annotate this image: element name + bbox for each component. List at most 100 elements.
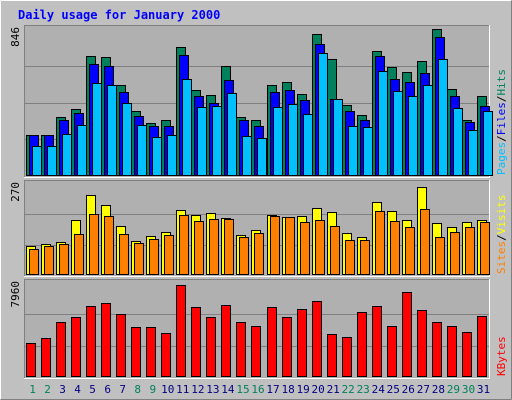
x-tick-label-day-24: 24 bbox=[372, 383, 386, 396]
bar-sites-day-23: Sites 23: 103 bbox=[360, 240, 370, 275]
bar-sites-day-9: Sites 9: 108 bbox=[149, 239, 159, 275]
bar-pages-day-12: Pages 12: 395 bbox=[197, 107, 207, 176]
x-tick-label-day-31: 31 bbox=[477, 383, 490, 396]
bar-pages-day-18: Pages 18: 413 bbox=[288, 104, 298, 176]
x-tick-label-day-16: 16 bbox=[251, 383, 264, 396]
x-tick-label-day-19: 19 bbox=[296, 383, 309, 396]
bar-kbytes-day-11: KBytes 11: 7800 bbox=[176, 285, 186, 377]
bar-sites-day-19: Sites 19: 157 bbox=[300, 222, 310, 275]
bar-kbytes-day-26: KBytes 26: 7200 bbox=[402, 292, 412, 377]
bar-pages-day-10: Pages 10: 235 bbox=[167, 135, 177, 176]
bar-kbytes-day-8: KBytes 8: 4200 bbox=[131, 327, 141, 377]
bar-kbytes-day-29: KBytes 29: 4350 bbox=[447, 326, 457, 377]
bar-sites-day-5: Sites 5: 180 bbox=[89, 214, 99, 275]
legend-entry-visits: Visits bbox=[495, 195, 508, 235]
bar-sites-day-20: Sites 20: 162 bbox=[315, 220, 325, 275]
bar-kbytes-day-6: KBytes 6: 6250 bbox=[101, 303, 111, 377]
bar-kbytes-day-4: KBytes 4: 5050 bbox=[71, 317, 81, 377]
legend-entry-files: Files bbox=[495, 102, 508, 135]
x-tick-label-day-9: 9 bbox=[149, 383, 156, 396]
bar-sites-day-15: Sites 15: 114 bbox=[239, 237, 249, 275]
bar-kbytes-day-30: KBytes 30: 3850 bbox=[462, 332, 472, 377]
bar-pages-day-19: Pages 19: 358 bbox=[303, 114, 313, 176]
bar-pages-day-4: Pages 4: 291 bbox=[77, 125, 87, 176]
x-tick-label-day-21: 21 bbox=[327, 383, 340, 396]
bar-kbytes-day-3: KBytes 3: 4650 bbox=[56, 322, 66, 377]
x-axis-day-labels: 1 2 3 4 5 6 7 8 9 10 11 12 13 14 15 16 17 18 19 20 21 22 23 24 2… bbox=[29, 383, 490, 396]
bar-pages-day-31: Pages 31: 374 bbox=[483, 111, 493, 176]
bar-pages-day-7: Pages 7: 421 bbox=[122, 103, 132, 176]
legend-entry-sites: Sites bbox=[495, 241, 508, 274]
bar-sites-day-14: Sites 14: 165 bbox=[224, 219, 234, 275]
bar-pages-day-25: Pages 25: 487 bbox=[393, 91, 403, 176]
bar-kbytes-day-24: KBytes 24: 6050 bbox=[372, 306, 382, 377]
bar-kbytes-day-2: KBytes 2: 3300 bbox=[41, 338, 51, 377]
bar-kbytes-day-10: KBytes 10: 3750 bbox=[161, 333, 171, 377]
bar-pages-day-6: Pages 6: 521 bbox=[107, 85, 117, 176]
bar-pages-day-28: Pages 28: 675 bbox=[438, 59, 448, 176]
bar-pages-day-23: Pages 23: 282 bbox=[363, 127, 373, 176]
bar-kbytes-day-18: KBytes 18: 5050 bbox=[282, 317, 292, 377]
bar-pages-day-30: Pages 30: 265 bbox=[468, 130, 478, 176]
chart-title: Daily usage for January 2000 bbox=[18, 8, 220, 22]
bar-pages-day-8: Pages 8: 292 bbox=[137, 125, 147, 176]
bar-kbytes-day-31: KBytes 31: 5200 bbox=[477, 316, 487, 377]
x-tick-label-day-6: 6 bbox=[104, 383, 111, 396]
x-tick-label-day-18: 18 bbox=[281, 383, 294, 396]
y-axis-max-label: 7960 bbox=[9, 281, 22, 308]
bar-kbytes-day-19: KBytes 19: 5750 bbox=[297, 309, 307, 377]
bar-kbytes-day-9: KBytes 9: 4200 bbox=[146, 327, 156, 377]
x-tick-label-day-5: 5 bbox=[89, 383, 96, 396]
bar-kbytes-day-21: KBytes 21: 3650 bbox=[327, 334, 337, 377]
legend-entry-kbytes: KBytes bbox=[495, 336, 508, 376]
legend-visits: Sites/Visits bbox=[495, 195, 508, 275]
bar-kbytes-day-23: KBytes 23: 5500 bbox=[357, 312, 367, 377]
bar-pages-day-3: Pages 3: 244 bbox=[62, 134, 72, 176]
bar-pages-day-22: Pages 22: 290 bbox=[348, 126, 358, 176]
x-tick-label-day-26: 26 bbox=[402, 383, 415, 396]
x-tick-label-day-8: 8 bbox=[134, 383, 141, 396]
bar-sites-day-12: Sites 12: 161 bbox=[194, 221, 204, 275]
bar-sites-day-8: Sites 8: 96 bbox=[134, 243, 144, 275]
bar-sites-day-1: Sites 1: 78 bbox=[29, 249, 39, 275]
bar-kbytes-day-25: KBytes 25: 4350 bbox=[387, 326, 397, 377]
bar-kbytes-day-20: KBytes 20: 6450 bbox=[312, 301, 322, 377]
bar-kbytes-day-27: KBytes 27: 5650 bbox=[417, 310, 427, 377]
bar-sites-day-31: Sites 31: 157 bbox=[480, 222, 490, 275]
x-tick-label-day-23: 23 bbox=[357, 383, 370, 396]
bar-sites-day-11: Sites 11: 178 bbox=[179, 215, 189, 275]
bar-pages-day-9: Pages 9: 224 bbox=[152, 137, 162, 176]
bar-sites-day-27: Sites 27: 195 bbox=[420, 209, 430, 275]
bar-sites-day-3: Sites 3: 93 bbox=[59, 244, 69, 275]
bar-pages-day-11: Pages 11: 561 bbox=[182, 79, 192, 176]
bar-pages-day-20: Pages 20: 708 bbox=[318, 53, 328, 176]
x-tick-label-day-3: 3 bbox=[59, 383, 66, 396]
bar-kbytes-day-17: KBytes 17: 5950 bbox=[267, 307, 277, 377]
series-kbytes: KBytes 1: 2900 KBytes 2: 3300 KBytes 3: 46… bbox=[26, 285, 487, 377]
bar-pages-day-17: Pages 17: 398 bbox=[273, 107, 283, 176]
x-tick-label-day-29: 29 bbox=[447, 383, 460, 396]
x-tick-label-day-15: 15 bbox=[236, 383, 249, 396]
bar-sites-day-22: Sites 22: 105 bbox=[345, 240, 355, 275]
bar-pages-day-24: Pages 24: 604 bbox=[378, 71, 388, 176]
legend-kbytes: KBytes bbox=[495, 336, 508, 376]
x-tick-label-day-12: 12 bbox=[191, 383, 204, 396]
series-pages: Pages 1: 173 Pages 2: 173 Pages 3: 244 Page… bbox=[32, 53, 493, 176]
x-tick-label-day-30: 30 bbox=[462, 383, 475, 396]
bar-kbytes-day-12: KBytes 12: 5950 bbox=[191, 307, 201, 377]
bar-sites-day-26: Sites 26: 143 bbox=[405, 227, 415, 275]
x-tick-label-day-25: 25 bbox=[387, 383, 400, 396]
y-axis-max-label: 846 bbox=[9, 27, 22, 47]
bar-sites-day-29: Sites 29: 127 bbox=[450, 232, 460, 275]
bar-sites-day-13: Sites 13: 167 bbox=[209, 219, 219, 275]
bar-kbytes-day-16: KBytes 16: 4350 bbox=[251, 326, 261, 377]
x-tick-label-day-13: 13 bbox=[206, 383, 219, 396]
bar-pages-day-21: Pages 21: 444 bbox=[333, 99, 343, 176]
bar-pages-day-2: Pages 2: 173 bbox=[47, 146, 57, 176]
bar-sites-day-6: Sites 6: 176 bbox=[104, 216, 114, 275]
bar-sites-day-4: Sites 4: 123 bbox=[74, 234, 84, 275]
x-tick-label-day-17: 17 bbox=[266, 383, 279, 396]
